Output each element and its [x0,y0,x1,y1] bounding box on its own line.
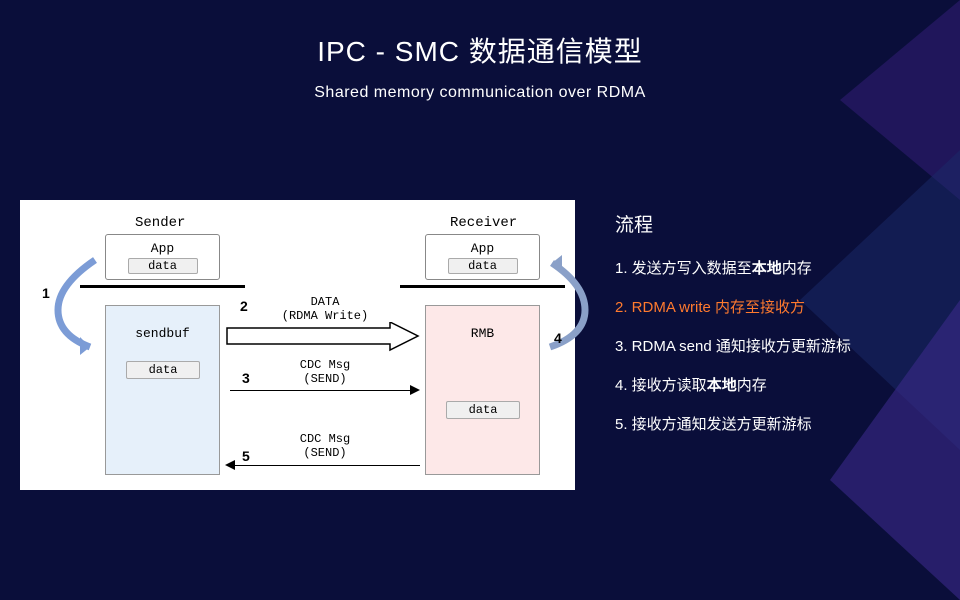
sendbuf-label: sendbuf [106,306,219,341]
step-4: 4. 接收方读取本地内存 [615,374,851,395]
arrow-line-5 [235,465,420,466]
rmb-box: RMB data [425,305,540,475]
diagram-panel: Sender Receiver App data App data sendbu… [20,200,575,490]
steps-panel: 流程 1. 发送方写入数据至本地内存 2. RDMA write 内存至接收方 … [615,200,851,490]
curve-arrow-4 [540,255,595,355]
num-1: 1 [42,285,50,301]
op2-label: CDC Msg (SEND) [270,358,380,387]
receiver-label: Receiver [450,215,517,231]
step-1: 1. 发送方写入数据至本地内存 [615,257,851,278]
sender-app-box: App data [105,234,220,280]
curve-arrow-1 [50,255,105,355]
num-3: 3 [242,370,250,386]
sender-app-data: data [128,258,198,274]
step-3: 3. RDMA send 通知接收方更新游标 [615,335,851,356]
op3-label: CDC Msg (SEND) [270,432,380,461]
sendbuf-box: sendbuf data [105,305,220,475]
step-2: 2. RDMA write 内存至接收方 [615,296,851,317]
step-5: 5. 接收方通知发送方更新游标 [615,413,851,434]
num-2: 2 [240,298,248,314]
steps-title: 流程 [615,210,851,237]
sender-label: Sender [135,215,185,231]
num-5: 5 [242,448,250,464]
big-arrow-2 [225,322,420,352]
content-area: Sender Receiver App data App data sendbu… [20,200,940,490]
slide-subtitle: Shared memory communication over RDMA [0,84,960,102]
slide-title: IPC - SMC 数据通信模型 [0,0,960,70]
sendbuf-data: data [126,361,200,379]
rmb-label: RMB [426,306,539,341]
num-4: 4 [554,330,562,346]
arrow-line-3 [230,390,410,391]
arrow-head-3 [410,385,420,395]
receiver-app-data: data [448,258,518,274]
receiver-app-box: App data [425,234,540,280]
receiver-app-label: App [471,241,494,256]
rmb-data: data [446,401,520,419]
arrow-head-5 [225,460,235,470]
op1-label: DATA (RDMA Write) [270,295,380,324]
sender-app-label: App [151,241,174,256]
